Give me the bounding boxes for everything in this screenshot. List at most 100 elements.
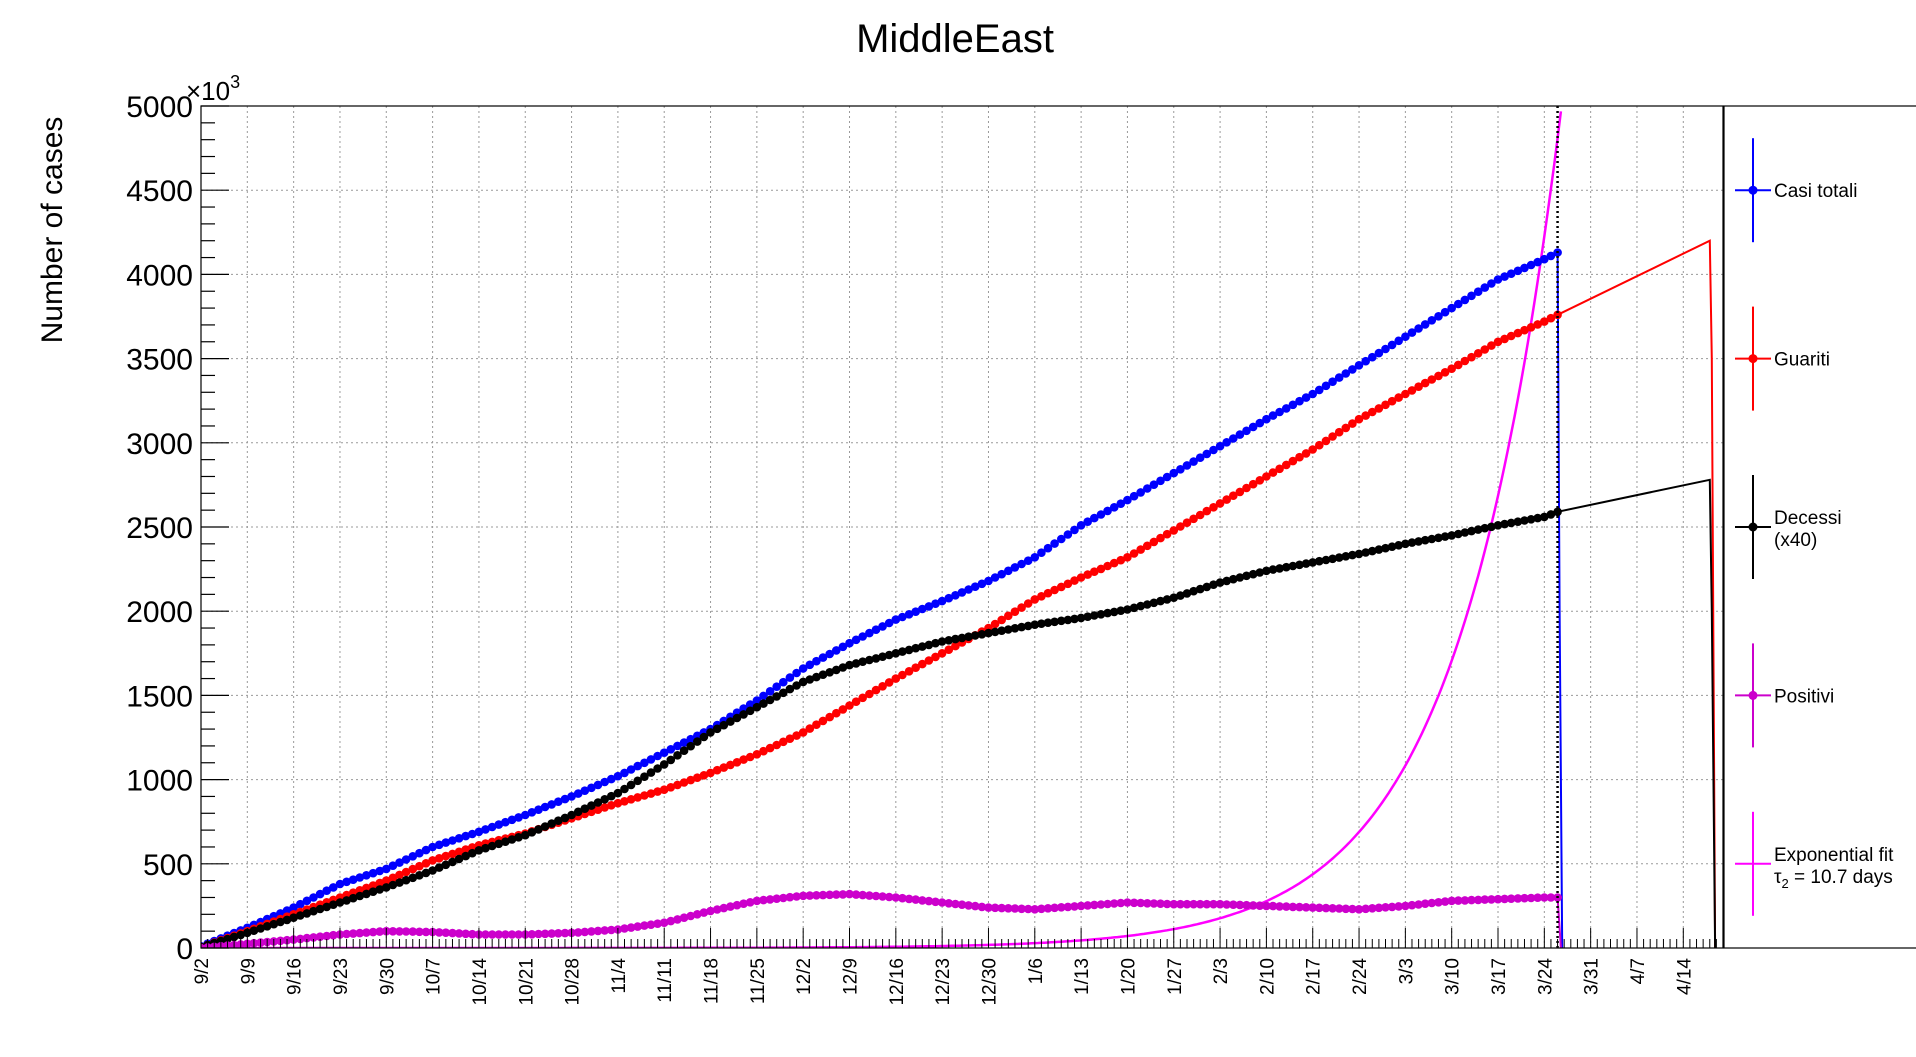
data-point bbox=[845, 701, 854, 710]
data-point bbox=[481, 825, 490, 834]
data-point bbox=[832, 665, 841, 675]
data-point bbox=[1493, 894, 1503, 904]
data-point bbox=[434, 840, 444, 850]
y-tick-label: 5000 bbox=[126, 91, 193, 124]
data-point bbox=[1288, 561, 1298, 571]
data-point bbox=[1341, 904, 1351, 914]
data-point bbox=[997, 569, 1006, 579]
data-point bbox=[296, 911, 305, 920]
data-point bbox=[865, 655, 874, 665]
data-point bbox=[1169, 526, 1179, 535]
data-point bbox=[666, 916, 676, 926]
data-point bbox=[1447, 364, 1456, 374]
data-point bbox=[229, 932, 239, 942]
data-point bbox=[1394, 393, 1403, 402]
data-point bbox=[951, 634, 960, 644]
data-point bbox=[640, 921, 649, 930]
data-point bbox=[1043, 588, 1053, 598]
data-point bbox=[1030, 905, 1040, 914]
data-point bbox=[1487, 522, 1496, 532]
data-point bbox=[1381, 543, 1390, 553]
data-point bbox=[626, 780, 636, 790]
data-point bbox=[798, 664, 808, 673]
data-point bbox=[924, 602, 934, 611]
data-point bbox=[891, 649, 901, 658]
data-point bbox=[858, 693, 867, 703]
data-point bbox=[970, 901, 980, 911]
data-point bbox=[1354, 414, 1364, 424]
data-point bbox=[904, 645, 914, 655]
data-point bbox=[851, 635, 861, 645]
data-point bbox=[1037, 548, 1046, 557]
data-point bbox=[1235, 900, 1245, 910]
data-point bbox=[600, 795, 609, 804]
data-point bbox=[1136, 898, 1145, 908]
data-point bbox=[309, 906, 318, 916]
data-point bbox=[289, 913, 298, 922]
data-point bbox=[1103, 608, 1112, 618]
data-point bbox=[567, 792, 576, 801]
data-point bbox=[964, 585, 973, 594]
data-point bbox=[1334, 373, 1344, 382]
data-point bbox=[1288, 400, 1298, 410]
data-point bbox=[1533, 320, 1542, 329]
data-point bbox=[434, 854, 444, 863]
data-point bbox=[937, 898, 947, 907]
legend-label-line2: τ2 = 10.7 days bbox=[1774, 867, 1893, 891]
data-point bbox=[1109, 503, 1119, 512]
y-tick-label: 4000 bbox=[126, 259, 193, 292]
data-point bbox=[1493, 337, 1503, 347]
data-point bbox=[745, 706, 755, 716]
data-point bbox=[871, 891, 881, 901]
data-point bbox=[1030, 553, 1040, 562]
data-point bbox=[1268, 468, 1278, 477]
data-point bbox=[1215, 441, 1225, 451]
data-point bbox=[812, 672, 821, 682]
data-point bbox=[1116, 606, 1126, 615]
data-point bbox=[726, 717, 735, 726]
data-point bbox=[779, 688, 788, 698]
data-point bbox=[348, 893, 358, 903]
data-point bbox=[792, 681, 801, 690]
data-point bbox=[395, 927, 404, 936]
data-point bbox=[1202, 582, 1212, 592]
data-point bbox=[1354, 905, 1364, 914]
data-point bbox=[256, 924, 265, 933]
data-point bbox=[798, 891, 808, 901]
x-tick-label: 2/3 bbox=[1211, 958, 1232, 984]
data-point bbox=[521, 830, 530, 840]
data-point bbox=[613, 788, 623, 798]
axes: 0 500 1000 1500 2000 2500 3000 3500 4000 4500 5000… bbox=[126, 91, 1724, 1006]
data-point bbox=[1513, 328, 1523, 338]
data-point bbox=[468, 829, 477, 839]
data-point bbox=[686, 734, 695, 744]
data-point bbox=[1169, 468, 1179, 478]
data-point bbox=[937, 649, 947, 658]
x-tick-label: 10/7 bbox=[424, 958, 445, 995]
data-point bbox=[395, 870, 404, 880]
data-point bbox=[1540, 254, 1549, 264]
data-point bbox=[1513, 266, 1523, 276]
data-point bbox=[1315, 440, 1324, 450]
data-point bbox=[1387, 340, 1397, 350]
data-point bbox=[362, 889, 371, 899]
data-point bbox=[825, 890, 834, 900]
data-point bbox=[1493, 521, 1503, 530]
data-point bbox=[1467, 895, 1476, 905]
data-point bbox=[1301, 903, 1311, 912]
data-point bbox=[1076, 521, 1086, 530]
data-point bbox=[1401, 539, 1410, 549]
data-point bbox=[355, 873, 365, 882]
data-point bbox=[745, 898, 755, 907]
data-point bbox=[1407, 538, 1417, 547]
data-point bbox=[838, 705, 848, 714]
data-point bbox=[282, 906, 292, 915]
series-markers bbox=[201, 889, 1562, 948]
data-point bbox=[567, 810, 576, 820]
x-tick-label: 9/9 bbox=[238, 958, 259, 984]
data-point bbox=[845, 638, 854, 648]
data-point bbox=[501, 817, 510, 827]
data-point bbox=[1195, 510, 1205, 520]
extension-line bbox=[1557, 478, 1717, 948]
data-point bbox=[1209, 899, 1218, 909]
